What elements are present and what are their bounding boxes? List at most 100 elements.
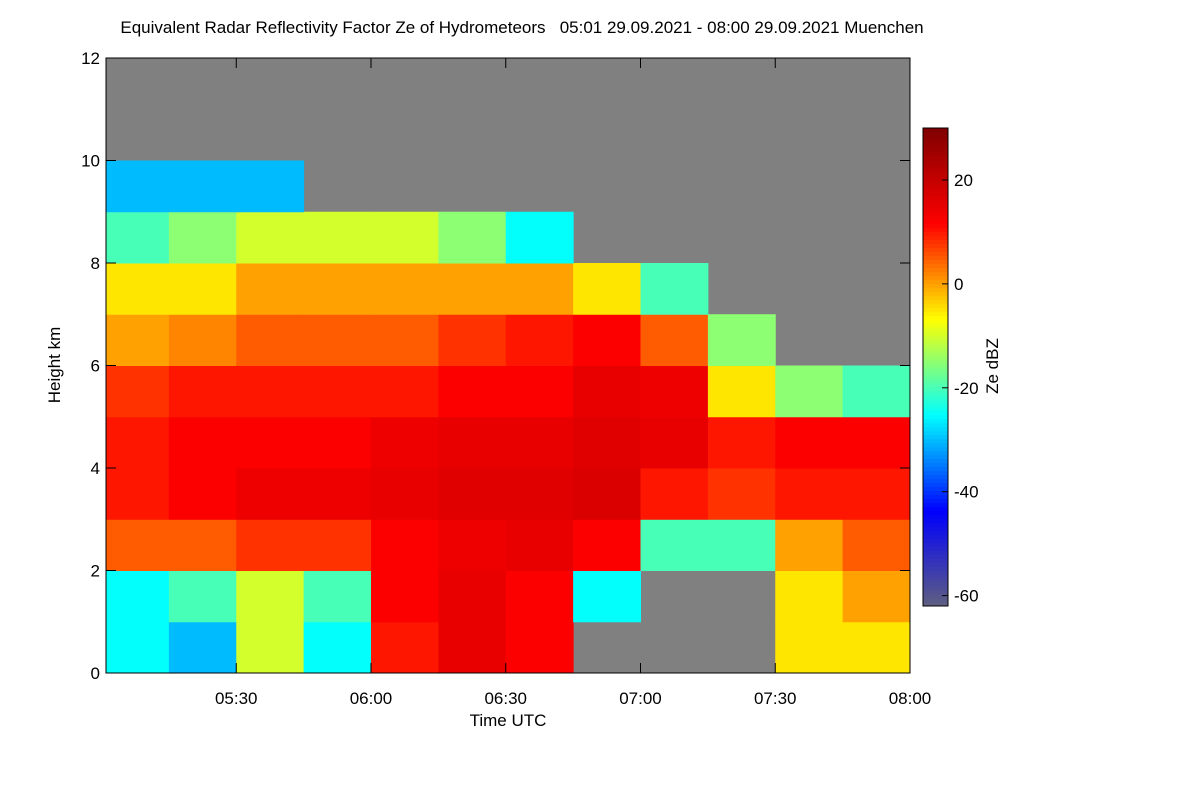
heatmap-cell	[168, 365, 237, 418]
colorbar-swatch	[923, 211, 948, 217]
colorbar-swatch	[923, 275, 948, 280]
x-tick-label: 07:00	[619, 689, 662, 708]
colorbar-swatch	[923, 542, 948, 547]
colorbar-swatch	[923, 418, 948, 424]
colorbar-swatch	[923, 546, 948, 551]
heatmap-cell	[168, 263, 237, 315]
colorbar-swatch	[923, 398, 948, 404]
colorbar-swatch	[923, 462, 948, 468]
heatmap-cell	[505, 621, 574, 674]
colorbar-swatch	[923, 442, 948, 448]
colorbar-swatch	[923, 506, 948, 511]
x-tick-label: 06:30	[484, 689, 527, 708]
colorbar-swatch	[923, 426, 948, 432]
heatmap-cell	[842, 621, 911, 674]
colorbar-swatch	[923, 283, 948, 288]
heatmap-cell	[168, 468, 237, 520]
heatmap-cell	[303, 468, 372, 520]
heatmap-cell	[842, 570, 911, 623]
y-tick-label: 12	[81, 49, 100, 68]
heatmap-cell	[573, 416, 642, 469]
colorbar-swatch	[923, 339, 948, 344]
colorbar-swatch	[923, 594, 948, 599]
colorbar-tick-label: 0	[954, 275, 963, 294]
heatmap-cell	[236, 468, 305, 520]
colorbar-tick-label: 20	[954, 171, 973, 190]
x-tick-label: 06:00	[350, 689, 393, 708]
heatmap-cell	[371, 416, 439, 469]
heatmap-cell	[236, 211, 305, 264]
colorbar-swatch	[923, 558, 948, 563]
x-tick-label: 05:30	[215, 689, 258, 708]
heatmap-cell	[168, 416, 237, 469]
colorbar-swatch	[923, 243, 948, 248]
colorbar-swatch	[923, 215, 948, 221]
heatmap-cell	[775, 621, 844, 674]
colorbar-swatch	[923, 526, 948, 531]
colorbar-swatch	[923, 390, 948, 396]
colorbar-swatch	[923, 311, 948, 316]
heatmap-cell	[438, 519, 507, 571]
heatmap-cell	[371, 621, 439, 674]
heatmap-cell	[236, 314, 305, 366]
heatmap-cell	[106, 365, 170, 418]
colorbar-swatch	[923, 574, 948, 579]
heatmap-cell	[640, 416, 709, 469]
colorbar-swatch	[923, 323, 948, 328]
heatmap-cell	[573, 468, 642, 520]
heatmap-cell	[168, 211, 237, 264]
heatmap-cell	[106, 314, 170, 366]
heatmap-cell	[438, 211, 507, 264]
colorbar-swatch	[923, 446, 948, 452]
heatmap-cell	[775, 468, 844, 520]
heatmap-cell	[168, 160, 237, 213]
colorbar-swatch	[923, 414, 948, 420]
colorbar-swatch	[923, 522, 948, 527]
colorbar-swatch	[923, 454, 948, 460]
heatmap-cell	[371, 468, 439, 520]
colorbar-swatch	[923, 183, 948, 189]
heatmap-cell	[775, 416, 844, 469]
colorbar-swatch	[923, 291, 948, 296]
colorbar-swatch	[923, 486, 948, 491]
colorbar-swatch	[923, 478, 948, 484]
colorbar-swatch	[923, 386, 948, 392]
colorbar-swatch	[923, 394, 948, 400]
heatmap-cell	[842, 519, 911, 571]
heatmap-cell	[106, 263, 170, 315]
heatmap-cell	[438, 621, 507, 674]
heatmap-cell	[106, 570, 170, 623]
colorbar-tick-label: -20	[954, 379, 979, 398]
heatmap-cell	[505, 263, 574, 315]
heatmap-cell	[640, 314, 709, 366]
colorbar-swatch	[923, 139, 948, 145]
heatmap-cell	[236, 519, 305, 571]
colorbar-swatch	[923, 128, 948, 133]
heatmap-cell	[303, 314, 372, 366]
colorbar-swatch	[923, 410, 948, 416]
colorbar-swatch	[923, 554, 948, 559]
colorbar-swatch	[923, 267, 948, 272]
heatmap-cell	[303, 570, 372, 623]
heatmap-cell	[707, 519, 776, 571]
heatmap-cell	[842, 468, 911, 520]
colorbar-swatch	[923, 255, 948, 260]
heatmap-cell	[236, 416, 305, 469]
heatmap-cell	[168, 570, 237, 623]
colorbar-swatch	[923, 430, 948, 436]
colorbar-swatch	[923, 382, 948, 388]
colorbar-swatch	[923, 135, 948, 141]
colorbar-swatch	[923, 251, 948, 256]
colorbar-swatch	[923, 510, 948, 515]
y-tick-label: 6	[91, 357, 100, 376]
heatmap-cell	[573, 263, 642, 315]
colorbar-swatch	[923, 482, 948, 487]
heatmap-cell	[106, 160, 170, 213]
colorbar-swatch	[923, 502, 948, 507]
x-tick-label: 08:00	[889, 689, 932, 708]
y-tick-label: 4	[91, 459, 100, 478]
heatmap-cell	[438, 416, 507, 469]
colorbar-tick-label: -60	[954, 587, 979, 606]
heatmap-cell	[371, 263, 439, 315]
heatmap-cell	[106, 468, 170, 520]
